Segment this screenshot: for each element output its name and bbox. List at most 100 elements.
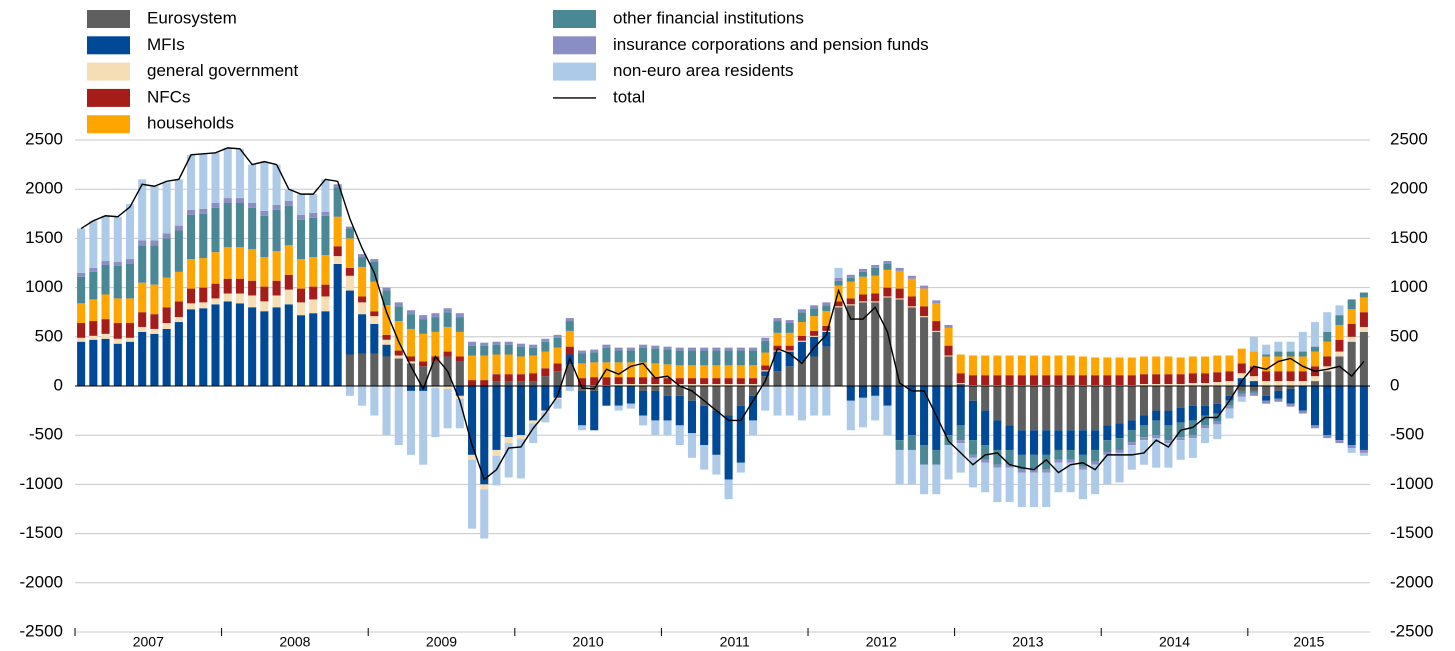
bar-segment	[309, 212, 318, 218]
bar-segment	[944, 386, 953, 436]
bar-segment	[1213, 355, 1222, 373]
bar-segment	[138, 331, 147, 386]
bar-segment	[1359, 326, 1368, 332]
bar-segment	[272, 209, 281, 252]
bar-segment	[138, 326, 147, 332]
bar-segment	[920, 306, 929, 317]
bar-segment	[504, 437, 513, 444]
bar-segment	[541, 386, 550, 411]
y2-tick-label: -2500	[1390, 621, 1433, 640]
bar-segment	[1213, 386, 1222, 404]
bar-segment	[1310, 351, 1320, 367]
bar-segment	[822, 346, 831, 386]
bar-segment	[1213, 382, 1222, 386]
bar-segment	[516, 346, 525, 357]
x-tick-label: 2007	[133, 634, 164, 650]
bar-segment	[736, 462, 745, 473]
bar-segment	[797, 341, 806, 362]
bar-segment	[1115, 438, 1124, 450]
bar-segment	[1249, 366, 1258, 377]
bar-segment	[1310, 425, 1320, 429]
bar-segment	[1347, 447, 1356, 453]
bar-segment	[1262, 400, 1271, 404]
bar-segment	[797, 386, 806, 421]
bar-segment	[529, 420, 538, 424]
bar-segment	[1335, 351, 1344, 357]
bar-segment	[211, 283, 220, 299]
bar-segment	[1213, 421, 1222, 425]
bar-segment	[1030, 472, 1039, 508]
y-tick-label: 1000	[25, 277, 63, 296]
bar-segment	[956, 440, 965, 444]
bar-segment	[187, 209, 196, 215]
bar-segment	[1152, 384, 1161, 386]
bar-segment	[1103, 386, 1112, 426]
bar-segment	[345, 275, 354, 291]
bar-segment	[846, 277, 855, 282]
bar-segment	[626, 377, 635, 385]
bar-segment	[77, 276, 86, 304]
legend-swatch	[87, 10, 130, 28]
bar-segment	[1030, 386, 1039, 431]
bar-segment	[406, 310, 415, 315]
bar-segment	[1103, 357, 1112, 376]
bar-segment	[174, 230, 183, 272]
bar-segment	[858, 294, 868, 302]
bar-segment	[749, 350, 758, 366]
bar-segment	[663, 395, 672, 421]
bar-segment	[1005, 386, 1014, 426]
bar-segment	[138, 282, 147, 313]
bar-segment	[1225, 395, 1234, 401]
bar-segment	[296, 194, 306, 215]
bar-segment	[272, 164, 281, 205]
bar-segment	[553, 398, 562, 409]
bar-segment	[284, 201, 293, 206]
bar-segment	[455, 395, 464, 399]
bar-segment	[895, 386, 904, 441]
bar-segment	[382, 334, 391, 340]
bar-segment	[700, 405, 709, 446]
bar-segment	[1127, 375, 1136, 386]
bar-segment	[944, 327, 953, 346]
bar-segment	[492, 374, 501, 382]
bar-segment	[125, 259, 135, 264]
bar-segment	[675, 347, 684, 351]
x-tick-label: 2015	[1293, 634, 1324, 650]
bar-segment	[1127, 357, 1136, 376]
y2-tick-label: 1500	[1390, 228, 1428, 247]
bar-segment	[956, 425, 965, 441]
bar-segment	[724, 378, 733, 385]
bar-segment	[687, 350, 696, 366]
bar-segment	[907, 307, 916, 386]
bar-segment	[1042, 355, 1051, 376]
bar-segment	[907, 435, 916, 450]
bar-segment	[468, 341, 477, 346]
legend-label: total	[613, 87, 645, 106]
bar-segment	[761, 337, 770, 341]
bar-segment	[223, 247, 232, 279]
bar-segment	[504, 443, 513, 478]
bar-segment	[455, 313, 464, 318]
bar-segment	[858, 301, 868, 303]
bar-segment	[358, 254, 367, 258]
bar-segment	[1091, 449, 1100, 462]
bar-segment	[455, 356, 464, 362]
bar-segment	[724, 384, 733, 386]
bar-segment	[1188, 438, 1197, 458]
bar-segment	[1347, 386, 1356, 446]
bar-segment	[797, 312, 806, 323]
bar-segment	[577, 353, 587, 364]
bar-segment	[712, 350, 721, 366]
bar-segment	[565, 364, 574, 386]
bar-segment	[1274, 381, 1283, 386]
bar-segment	[944, 345, 953, 356]
bar-segment	[773, 386, 782, 416]
bar-segment	[1017, 375, 1026, 386]
bar-segment	[810, 316, 819, 331]
bar-segment	[883, 261, 892, 264]
bar-segment	[492, 449, 501, 456]
bar-segment	[1262, 354, 1271, 357]
bar-segment	[541, 351, 550, 369]
bar-segment	[920, 316, 929, 318]
bar-segment	[1213, 424, 1222, 440]
